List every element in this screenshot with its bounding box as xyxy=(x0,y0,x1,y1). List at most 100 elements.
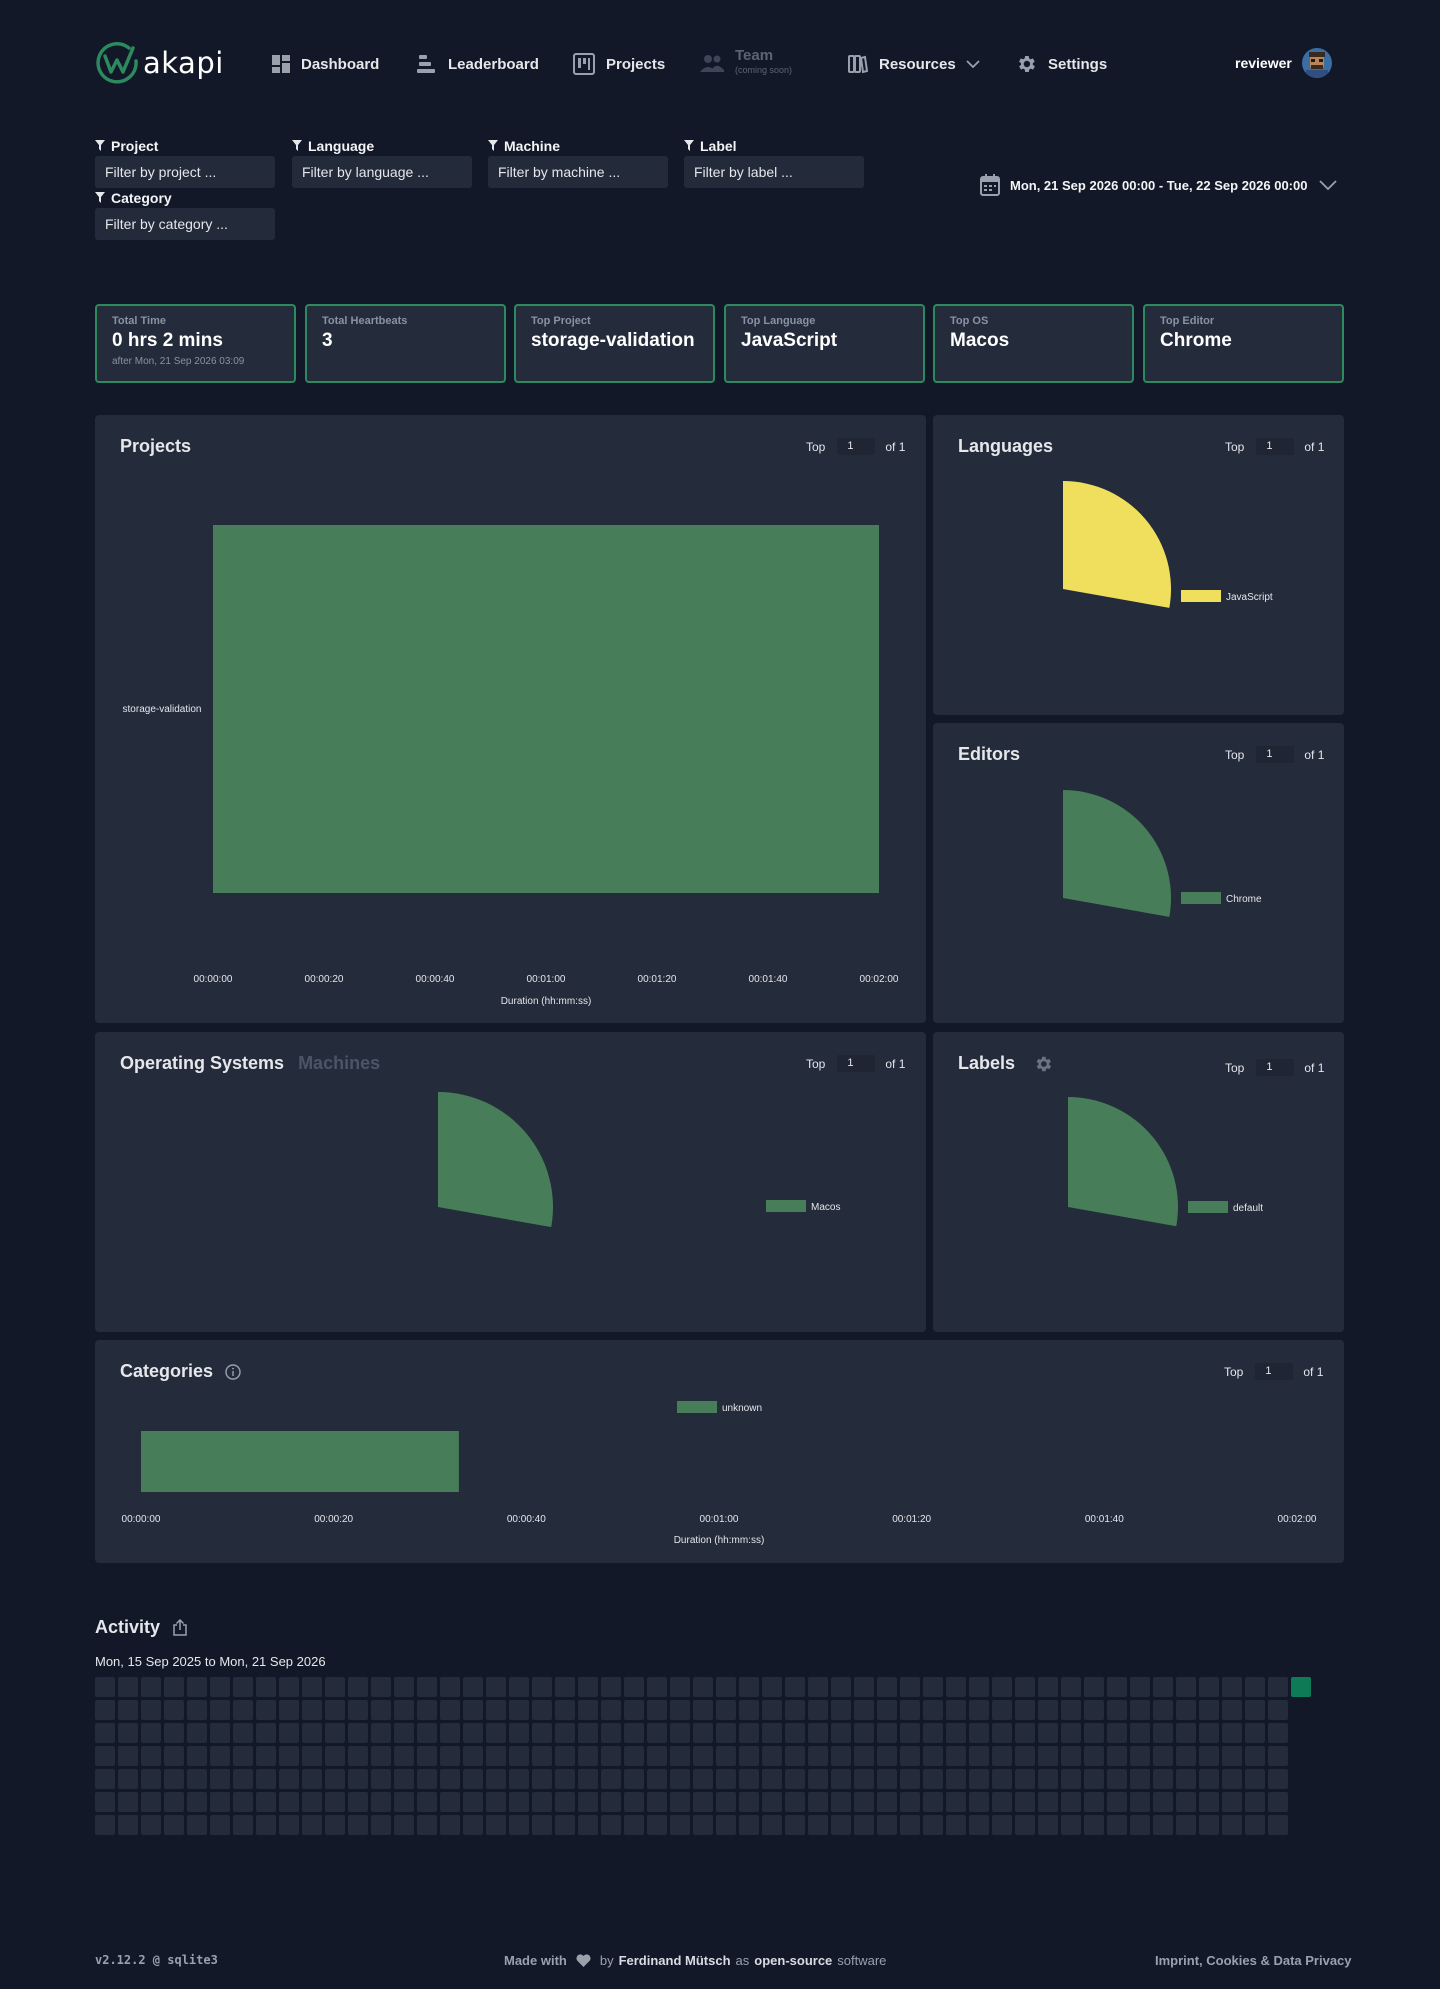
date-range-picker[interactable]: Mon, 21 Sep 2026 00:00 - Tue, 22 Sep 202… xyxy=(980,174,1338,196)
activity-day xyxy=(762,1746,782,1766)
activity-day xyxy=(187,1700,207,1720)
activity-day xyxy=(877,1723,897,1743)
panel-title: Labels xyxy=(958,1053,1016,1073)
activity-day xyxy=(578,1815,598,1835)
of-label: of 1 xyxy=(1304,439,1325,454)
activity-day xyxy=(1084,1677,1104,1697)
nav-projects[interactable]: Projects xyxy=(573,51,665,77)
activity-day xyxy=(601,1700,621,1720)
activity-day xyxy=(670,1677,690,1697)
activity-day xyxy=(624,1769,644,1789)
activity-day xyxy=(739,1746,759,1766)
nav-resources-label: Resources xyxy=(879,55,956,73)
activity-day xyxy=(463,1677,483,1697)
activity-day xyxy=(279,1677,299,1697)
activity-day xyxy=(532,1815,552,1835)
nav-resources[interactable]: Resources xyxy=(848,51,980,77)
info-icon[interactable] xyxy=(225,1363,241,1380)
activity-day xyxy=(670,1700,690,1720)
activity-day xyxy=(532,1723,552,1743)
activity-day xyxy=(118,1723,138,1743)
activity-day xyxy=(946,1792,966,1812)
activity-day xyxy=(348,1815,368,1835)
legend-swatch xyxy=(1181,892,1221,904)
activity-day xyxy=(808,1723,828,1743)
activity-day xyxy=(279,1700,299,1720)
activity-day xyxy=(808,1746,828,1766)
filter-category-input[interactable] xyxy=(95,208,275,240)
top-value-input[interactable]: 1 xyxy=(1255,1363,1294,1380)
activity-day xyxy=(256,1746,276,1766)
top-value-input[interactable]: 1 xyxy=(1256,438,1295,455)
activity-day xyxy=(141,1792,161,1812)
open-source-link[interactable]: open-source xyxy=(754,1953,833,1968)
activity-day xyxy=(601,1792,621,1812)
share-icon[interactable] xyxy=(172,1619,188,1636)
panel-title: Editors xyxy=(958,744,1021,764)
activity-day xyxy=(256,1792,276,1812)
activity-day xyxy=(187,1815,207,1835)
activity-day xyxy=(1245,1700,1265,1720)
activity-day xyxy=(1199,1792,1219,1812)
activity-day xyxy=(693,1792,713,1812)
activity-day xyxy=(302,1815,322,1835)
top-value-input[interactable]: 1 xyxy=(837,1055,876,1072)
activity-day xyxy=(118,1677,138,1697)
activity-day xyxy=(877,1815,897,1835)
activity-day xyxy=(302,1746,322,1766)
gear-icon xyxy=(1019,56,1035,72)
activity-day xyxy=(1107,1723,1127,1743)
activity-day xyxy=(854,1769,874,1789)
activity-day xyxy=(969,1769,989,1789)
activity-day xyxy=(371,1746,391,1766)
top-selector[interactable]: Top 1 of 1 xyxy=(1224,1363,1323,1380)
machines-tab[interactable]: Machines xyxy=(298,1053,381,1073)
activity-day xyxy=(854,1700,874,1720)
activity-day xyxy=(463,1746,483,1766)
x-tick-label: 00:00:20 xyxy=(305,974,344,985)
top-value-input[interactable]: 1 xyxy=(1256,1059,1295,1076)
privacy-link[interactable]: Imprint, Cookies & Data Privacy xyxy=(1155,1953,1352,1968)
top-selector[interactable]: Top 1 of 1 xyxy=(1225,746,1324,763)
activity-day xyxy=(164,1769,184,1789)
activity-day xyxy=(509,1792,529,1812)
top-selector[interactable]: Top 1 of 1 xyxy=(806,438,905,455)
activity-day xyxy=(486,1746,506,1766)
top-selector[interactable]: Top 1 of 1 xyxy=(806,1055,905,1072)
filter-label-input[interactable] xyxy=(684,156,864,188)
nav-leaderboard[interactable]: Leaderboard xyxy=(417,51,539,77)
nav-dashboard[interactable]: Dashboard xyxy=(272,51,379,77)
top-selector[interactable]: Top 1 of 1 xyxy=(1225,1059,1324,1076)
app-logo[interactable]: akapi xyxy=(95,40,224,86)
x-tick-label: 00:01:20 xyxy=(638,974,677,985)
filter-machine-input[interactable] xyxy=(488,156,668,188)
activity-day xyxy=(647,1815,667,1835)
activity-day xyxy=(1084,1746,1104,1766)
panel-title[interactable]: Operating Systems xyxy=(120,1053,285,1073)
activity-day xyxy=(233,1723,253,1743)
activity-day xyxy=(716,1746,736,1766)
activity-day xyxy=(670,1815,690,1835)
activity-day xyxy=(210,1700,230,1720)
activity-day xyxy=(693,1746,713,1766)
top-value-input[interactable]: 1 xyxy=(1256,746,1295,763)
author-link[interactable]: Ferdinand Mütsch xyxy=(618,1953,731,1968)
activity-day xyxy=(854,1746,874,1766)
activity-day xyxy=(1061,1677,1081,1697)
activity-day xyxy=(601,1815,621,1835)
user-menu[interactable]: reviewer xyxy=(1235,48,1332,78)
activity-day xyxy=(808,1677,828,1697)
filter-project-input[interactable] xyxy=(95,156,275,188)
activity-day xyxy=(923,1769,943,1789)
activity-day xyxy=(1015,1700,1035,1720)
activity-day xyxy=(164,1746,184,1766)
activity-day xyxy=(831,1700,851,1720)
nav-settings[interactable]: Settings xyxy=(1015,51,1107,77)
activity-day xyxy=(831,1677,851,1697)
activity-day xyxy=(1084,1700,1104,1720)
filter-language-input[interactable] xyxy=(292,156,472,188)
activity-day xyxy=(785,1723,805,1743)
top-value-input[interactable]: 1 xyxy=(837,438,876,455)
gear-icon[interactable] xyxy=(1033,1054,1053,1074)
top-selector[interactable]: Top 1 of 1 xyxy=(1225,438,1324,455)
